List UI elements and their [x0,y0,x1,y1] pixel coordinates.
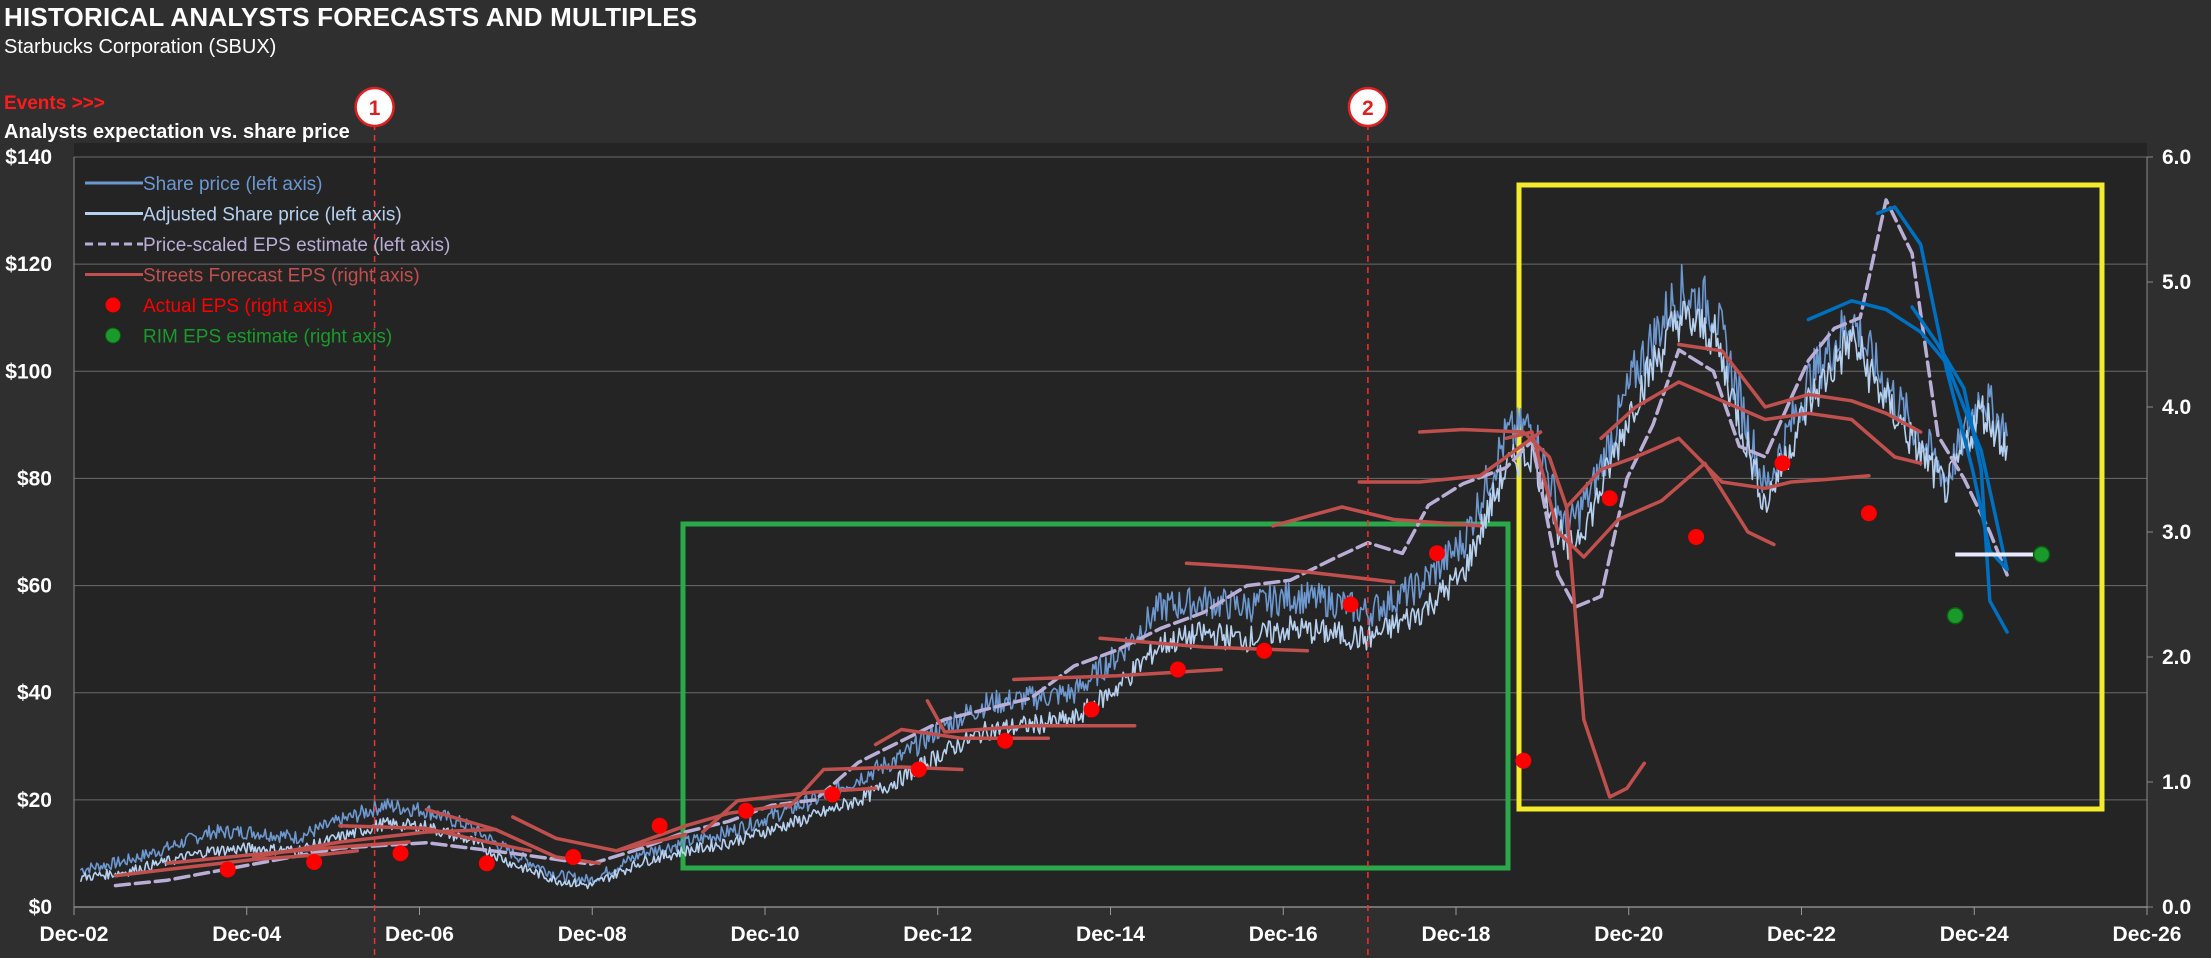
left-axis: $0 $20 $40 $60 $80 $100 $120 $140 [5,146,75,919]
x-axis-tick-label: Dec-20 [1594,923,1663,946]
streets-forecast-eps-line [1599,380,1923,466]
legend-marker [105,327,121,344]
x-axis-tick-label: Dec-10 [731,923,800,946]
streets-forecast-eps-line [1184,561,1396,584]
legend-label: Streets Forecast EPS (right axis) [143,266,420,287]
blue-forecast-eps-line [1910,305,2009,634]
x-axis-tick-label: Dec-26 [2113,923,2182,946]
right-axis-tick-label: 3.0 [2162,521,2191,544]
actual-eps-point [478,855,495,872]
streets-forecast-eps-line [1012,667,1223,682]
right-axis: 0.0 1.0 2.0 3.0 4.0 5.0 6.0 [2146,146,2191,919]
streets-forecast-eps-line [701,786,878,834]
actual-eps-point [392,845,409,862]
actual-eps-point [824,786,841,803]
legend-label: Adjusted Share price (left axis) [143,205,402,226]
left-axis-tick-label: $0 [29,896,52,919]
actual-eps-point [219,861,236,878]
actual-eps-point [1688,529,1705,545]
right-axis-tick-label: 6.0 [2162,146,2191,169]
series-layer [80,198,2009,890]
right-axis-tick-label: 2.0 [2162,646,2191,669]
actual-eps-point [1428,545,1445,562]
rim-eps-point [2032,545,2051,564]
actual-eps-point [1169,661,1186,678]
chart-heading: Analysts expectation vs. share price [4,121,350,143]
page-subtitle: Starbucks Corporation (SBUX) [4,36,277,58]
right-axis-tick-label: 0.0 [2162,896,2191,919]
left-axis-tick-label: $120 [5,253,52,276]
legend-marker [105,297,121,313]
streets-forecast-eps-line [511,815,688,853]
actual-eps-point [565,849,582,865]
actual-eps-point [1860,505,1877,522]
streets-forecast-eps-line [925,699,1137,734]
rim-eps-point [1946,607,1964,625]
legend-label: Actual EPS (right axis) [143,296,333,317]
streets-forecast-eps-line [787,765,964,809]
adjusted-share-price-line [80,300,2008,890]
events-label: Events >>> [4,93,105,114]
streets-forecast-eps-line [338,824,532,853]
streets-forecast-eps-line [614,802,791,853]
left-axis-tick-label: $100 [5,360,52,383]
blue-forecast-eps-line [1806,299,2009,572]
actual-eps-point [737,802,754,819]
event-marker [354,86,395,128]
streets-forecast-eps-line [1504,430,1776,559]
x-axis-tick-label: Dec-02 [40,923,109,946]
left-axis-tick-label: $40 [17,682,52,705]
marker-layer [219,455,2051,878]
x-axis-tick-label: Dec-16 [1249,923,1318,946]
x-axis-tick-label: Dec-14 [1076,923,1145,946]
x-axis-tick-label: Dec-22 [1767,923,1836,946]
actual-eps-point [1515,752,1532,769]
actual-eps-point [1083,701,1100,718]
actual-eps-point [1601,490,1618,507]
actual-eps-point [306,854,323,870]
actual-eps-point [1342,596,1359,613]
blue-forecast-eps-line [1875,205,2009,572]
streets-forecast-eps-line [1564,436,1871,509]
actual-eps-point [1774,455,1791,472]
page-title: HISTORICAL ANALYSTS FORECASTS AND MULTIP… [4,2,698,32]
actual-eps-point [997,732,1014,749]
x-axis-tick-label: Dec-24 [1940,923,2009,946]
left-axis-tick-label: $20 [17,789,52,812]
x-axis-tick-label: Dec-08 [558,923,627,946]
left-axis-tick-label: $60 [17,575,52,598]
x-axis-tick-label: Dec-06 [385,923,454,946]
x-axis: Dec-02 Dec-04 Dec-06 Dec-08 Dec-10 Dec-12 Dec-… [40,907,2182,946]
event-number: 1 [369,97,381,120]
right-axis-tick-label: 4.0 [2162,396,2191,419]
legend-label: Share price (left axis) [143,174,323,195]
streets-forecast-eps-line [1098,636,1310,653]
x-axis-tick-label: Dec-18 [1422,923,1491,946]
streets-forecast-eps-line [113,849,360,878]
legend: Share price (left axis) Adjusted Share pr… [85,174,450,348]
x-axis-tick-label: Dec-04 [212,923,281,946]
actual-eps-point [651,817,668,834]
right-axis-tick-label: 1.0 [2162,771,2191,794]
actual-eps-point [1256,642,1273,659]
left-axis-tick-label: $80 [17,467,52,490]
legend-label: Price-scaled EPS estimate (left axis) [143,235,450,256]
left-axis-tick-label: $140 [5,146,52,169]
legend-label: RIM EPS estimate (right axis) [143,327,392,348]
streets-forecast-eps-line [1357,430,1543,484]
event-number: 2 [1362,97,1374,120]
green-highlight-box [680,521,1511,871]
actual-eps-point [910,761,927,778]
event-marker [1347,86,1389,128]
right-axis-tick-label: 5.0 [2162,271,2191,294]
streets-forecast-eps-line [1677,342,1923,434]
streets-forecast-eps-line [251,827,498,859]
yellow-highlight-box [1516,182,2105,812]
x-axis-tick-label: Dec-12 [903,923,972,946]
